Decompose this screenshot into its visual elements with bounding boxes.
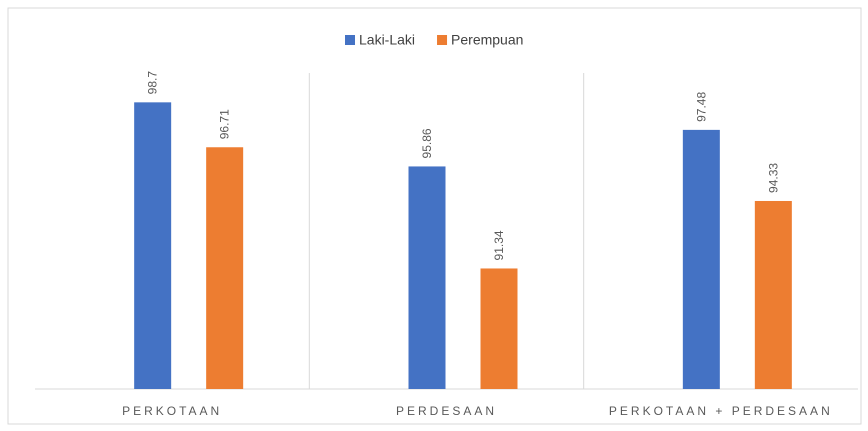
legend-swatch: [437, 35, 448, 45]
data-label: 97.48: [694, 92, 708, 122]
data-label: 94.33: [766, 163, 780, 193]
legend-swatch: [345, 35, 355, 45]
bar: [408, 166, 446, 389]
x-tick-label: PERKOTAAN: [122, 404, 222, 418]
bar: [206, 147, 244, 389]
bar: [754, 200, 792, 389]
data-label: 91.34: [492, 230, 506, 260]
bar: [682, 129, 720, 389]
data-label: 96.71: [218, 109, 232, 139]
x-tick-label: PERDESAAN: [396, 404, 497, 418]
data-label: 98.7: [146, 71, 160, 95]
legend-label: Perempuan: [451, 32, 523, 48]
bar: [134, 102, 172, 389]
data-label: 95.86: [420, 128, 434, 158]
x-tick-label: PERKOTAAN + PERDESAAN: [609, 404, 833, 418]
bar: [480, 268, 518, 389]
legend-label: Laki-Laki: [359, 32, 415, 48]
